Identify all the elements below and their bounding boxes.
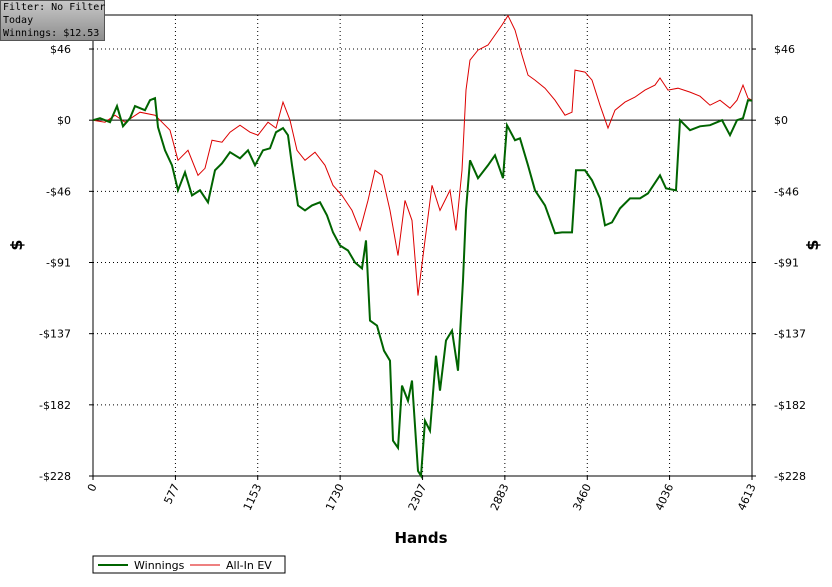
y-tick-label: -$91 [46,257,71,270]
info-line: Winnings: $12.53 [3,28,100,39]
y2-tick-label: -$137 [774,328,806,341]
legend-box [92,555,286,574]
legend-label: All-In EV [226,559,272,572]
y2-tick-label: -$182 [774,399,806,412]
x-tick-label: 577 [161,482,182,507]
y2-axis-label: $ [803,239,822,250]
series-line [92,14,753,296]
y2-tick-label: $46 [774,43,795,56]
plot-frame [92,14,753,477]
x-tick-label: 3460 [570,482,594,513]
x-axis-label: Hands [394,529,447,547]
x-tick-label: 2883 [488,482,512,513]
y2-tick-label: -$91 [774,257,799,270]
x-tick-label: 1153 [241,482,265,513]
y-tick-label: -$182 [39,399,71,412]
x-tick-label: 2307 [406,482,430,513]
x-tick-label: 1730 [323,482,347,513]
y-axis-label: $ [7,239,26,250]
y-tick-label: -$228 [39,470,71,483]
y2-tick-label: $0 [774,114,788,127]
y-tick-label: $46 [50,43,71,56]
y2-tick-label: -$228 [774,470,806,483]
y-tick-label: -$46 [46,185,71,198]
x-tick-label: 4036 [653,482,677,513]
series-line [92,96,753,479]
y-tick-label: $0 [57,114,71,127]
y-tick-label: -$137 [39,328,71,341]
y2-tick-label: -$46 [774,185,799,198]
x-tick-label: 0 [85,482,100,494]
legend-label: Winnings [134,559,185,572]
info-line: Today [3,15,34,26]
x-tick-label: 4613 [735,482,759,513]
info-line: Filter: No Filter [3,2,106,13]
info-box: Filter: No Filter Today Winnings: $12.53 [0,0,105,41]
